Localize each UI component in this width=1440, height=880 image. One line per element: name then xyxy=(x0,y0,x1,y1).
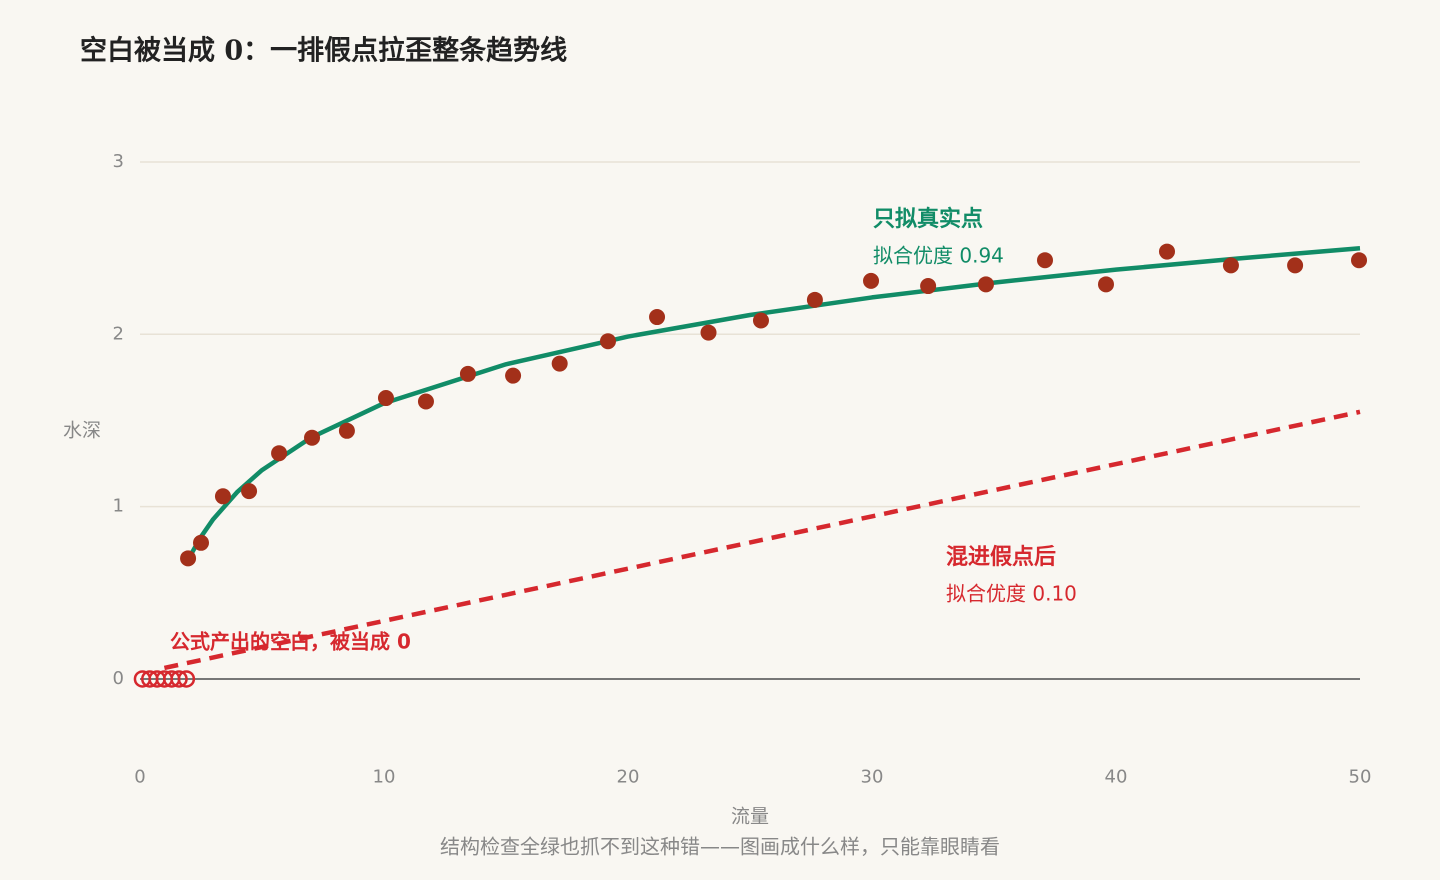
y-tick-label: 0 xyxy=(113,668,124,689)
annotation-title: 只拟真实点 xyxy=(873,206,983,232)
data-point xyxy=(417,393,434,410)
fit-line xyxy=(186,246,1361,560)
data-point xyxy=(1158,243,1175,260)
data-point xyxy=(459,365,476,382)
data-point xyxy=(214,488,231,505)
x-tick-label: 0 xyxy=(134,767,145,788)
caption: 结构检查全绿也抓不到这种错——图画成什么样，只能靠眼睛看 xyxy=(440,835,1000,859)
annotation-text: 拟合优度 0.94 xyxy=(873,244,1004,268)
data-point xyxy=(241,483,258,500)
annotation-title: 混进假点后 xyxy=(946,544,1056,570)
annotation-text: 拟合优度 0.10 xyxy=(946,582,1077,606)
zero-point xyxy=(177,670,196,688)
data-point xyxy=(1036,252,1053,269)
data-point xyxy=(180,550,197,567)
data-point xyxy=(752,312,769,329)
x-tick-label: 20 xyxy=(617,767,640,788)
y-tick-label: 2 xyxy=(113,323,124,344)
x-tick-label: 30 xyxy=(861,767,884,788)
data-point xyxy=(271,445,288,462)
data-point xyxy=(551,355,568,372)
y-tick-label: 1 xyxy=(113,496,124,517)
data-point xyxy=(304,429,321,446)
y-tick-label: 3 xyxy=(113,151,124,172)
fit-line-dashed xyxy=(163,409,1361,671)
x-tick-label: 40 xyxy=(1105,767,1128,788)
data-point xyxy=(193,534,209,551)
y-axis-label: 水深 xyxy=(63,420,101,442)
data-point xyxy=(1222,257,1239,274)
data-point xyxy=(338,422,355,439)
data-point xyxy=(505,367,522,384)
data-point xyxy=(649,309,666,326)
x-tick-label: 50 xyxy=(1349,767,1372,788)
data-point xyxy=(920,278,937,295)
data-point xyxy=(1097,276,1114,293)
annotation-text: 公式产出的空白，被当成 0 xyxy=(170,630,411,654)
chart-title: 空白被当成 0：一排假点拉歪整条趋势线 xyxy=(80,35,567,67)
data-point xyxy=(377,390,394,407)
data-point xyxy=(977,276,994,293)
data-point xyxy=(700,324,717,341)
x-tick-label: 10 xyxy=(373,767,396,788)
zero-point xyxy=(170,670,188,688)
data-point xyxy=(806,291,823,308)
data-point xyxy=(1351,252,1368,269)
data-point xyxy=(863,272,880,289)
data-point xyxy=(1287,257,1304,274)
x-axis-label: 流量 xyxy=(731,806,769,828)
data-point xyxy=(599,333,616,350)
